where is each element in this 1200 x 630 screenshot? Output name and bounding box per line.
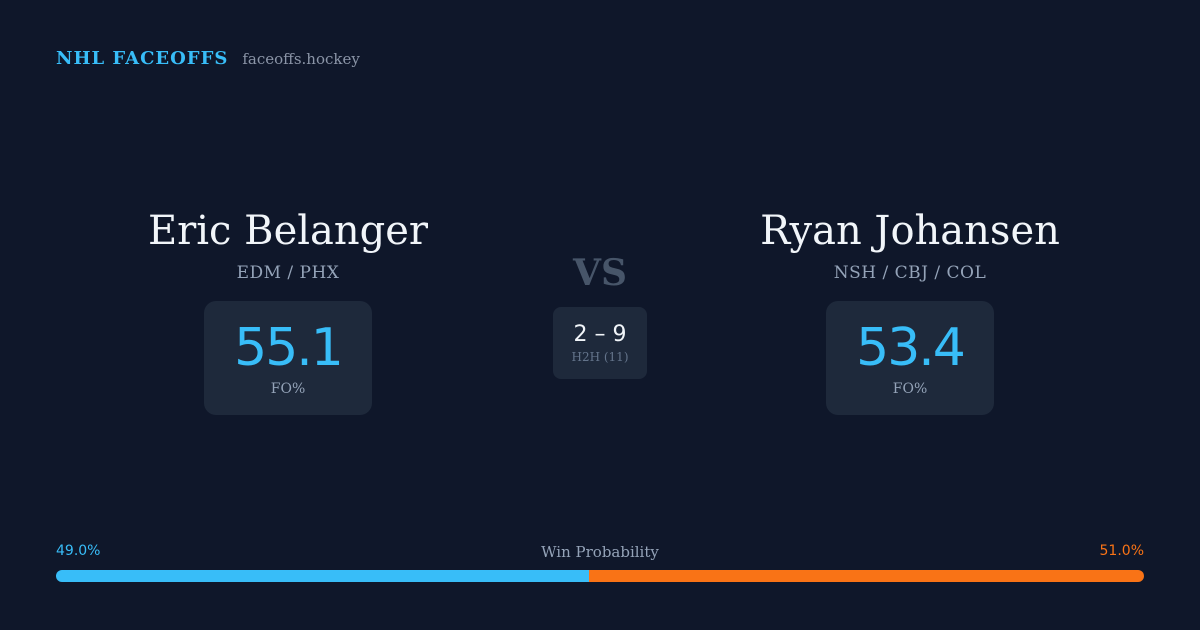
win-probability-bar xyxy=(56,570,1144,582)
player-left-teams: EDM / PHX xyxy=(236,263,340,283)
win-probability-labels: 49.0% Win Probability 51.0% xyxy=(56,543,1144,563)
player-left: Eric Belanger EDM / PHX 55.1 FO% xyxy=(58,205,518,415)
player-left-stat-card: 55.1 FO% xyxy=(204,301,372,415)
h2h-label: H2H (11) xyxy=(571,350,629,364)
brand-site: faceoffs.hockey xyxy=(242,50,360,68)
player-left-fo-label: FO% xyxy=(270,381,306,397)
player-right-teams: NSH / CBJ / COL xyxy=(833,263,987,283)
win-probability-left: 49.0% xyxy=(56,543,101,559)
h2h-score: 2 – 9 xyxy=(573,322,627,347)
win-probability-right: 51.0% xyxy=(1099,543,1144,559)
versus-label: VS xyxy=(573,252,627,294)
win-probability-bar-left xyxy=(56,570,590,582)
brand-title: NHL FACEOFFS xyxy=(56,48,229,69)
player-right-fo-value: 53.4 xyxy=(856,318,966,378)
player-right-stat-card: 53.4 FO% xyxy=(826,301,994,415)
player-right-fo-label: FO% xyxy=(892,381,928,397)
player-right-name: Ryan Johansen xyxy=(760,208,1060,254)
win-probability-bar-right xyxy=(589,570,1144,582)
player-right: Ryan Johansen NSH / CBJ / COL 53.4 FO% xyxy=(680,205,1140,415)
brand-header: NHL FACEOFFS faceoffs.hockey xyxy=(56,48,360,69)
player-left-fo-value: 55.1 xyxy=(234,318,344,378)
win-probability-title: Win Probability xyxy=(541,543,659,561)
head-to-head-card: 2 – 9 H2H (11) xyxy=(553,307,647,379)
player-left-name: Eric Belanger xyxy=(147,208,429,254)
